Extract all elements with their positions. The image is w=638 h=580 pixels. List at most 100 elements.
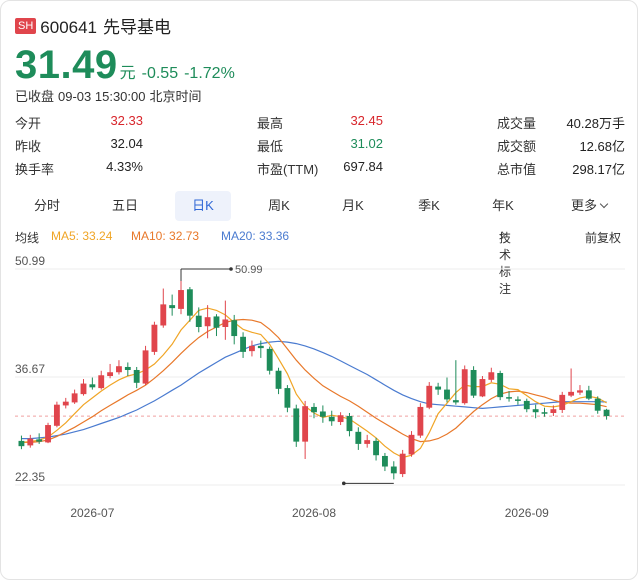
candle xyxy=(337,412,344,426)
candle-body xyxy=(470,369,477,396)
annotation-icon: ⟡ xyxy=(499,229,507,241)
candle-body xyxy=(577,390,583,393)
candle-body xyxy=(355,431,362,444)
candle xyxy=(461,365,468,405)
candle xyxy=(302,400,309,459)
candle xyxy=(80,379,87,396)
period-tabs: 分时 五日 日K 周K 月K 季K 年K 更多 xyxy=(15,191,627,221)
stat-value: 32.33 xyxy=(110,113,143,128)
candle xyxy=(408,431,415,457)
candle xyxy=(284,385,291,413)
stat-label: 今开 xyxy=(15,116,42,131)
candle-body xyxy=(364,440,371,444)
candle-body xyxy=(408,434,415,455)
stat-label: 总市值 xyxy=(497,162,537,177)
candle-body xyxy=(523,400,530,410)
tab-intraday[interactable]: 分时 xyxy=(33,198,60,213)
candle xyxy=(444,377,450,403)
ma5-line xyxy=(21,307,607,459)
candle xyxy=(319,405,326,423)
candle-body xyxy=(585,390,592,399)
candle-body xyxy=(488,372,495,380)
candle-body xyxy=(204,317,211,327)
candle-body xyxy=(311,406,317,413)
tab-monthly-k[interactable]: 月K xyxy=(342,198,364,213)
stat-value: 32.04 xyxy=(110,136,143,151)
tab-more-label: 更多 xyxy=(570,198,597,213)
candle-body xyxy=(337,415,344,423)
candle-body xyxy=(514,399,521,401)
candle xyxy=(266,346,273,375)
candle xyxy=(541,407,548,417)
candle xyxy=(479,376,486,398)
candle xyxy=(364,434,371,448)
candle-body xyxy=(479,379,486,397)
candle xyxy=(169,294,176,316)
candle xyxy=(89,377,96,390)
candle-body xyxy=(417,406,424,436)
candle xyxy=(435,382,442,395)
tab-weekly-k[interactable]: 周K xyxy=(268,198,290,213)
candle xyxy=(514,396,521,405)
ma10-value: MA10: 32.73 xyxy=(131,229,200,243)
ma-label: 均线 xyxy=(15,231,40,245)
candle xyxy=(452,360,459,405)
candle-body xyxy=(426,385,433,408)
candle xyxy=(107,363,114,379)
candle xyxy=(488,367,495,383)
candle xyxy=(195,307,202,333)
y-axis-tick-label: 22.35 xyxy=(15,470,45,484)
stat-value: 12.68亿 xyxy=(579,139,625,154)
candle-body xyxy=(275,370,282,389)
candle-body xyxy=(284,388,291,408)
stock-title: SH 600641 先导基电 xyxy=(15,13,177,38)
candle-body xyxy=(142,350,149,384)
x-axis-tick-label: 2026-09 xyxy=(505,506,549,520)
stats-row: 昨收 32.04 最低 31.02 成交额 12.68亿 xyxy=(15,136,627,159)
y-axis-tick-label: 36.67 xyxy=(15,362,45,376)
candle-body xyxy=(444,389,450,400)
candle-body xyxy=(506,397,512,399)
candle-body xyxy=(107,372,114,377)
forward-adjust-toggle[interactable]: 前复权 xyxy=(585,231,622,245)
candle-body xyxy=(550,409,557,413)
candle-body xyxy=(399,453,406,475)
candle-body xyxy=(497,373,504,398)
candle-body xyxy=(45,425,51,443)
candle xyxy=(98,370,105,390)
candle-body xyxy=(568,391,575,396)
candle xyxy=(470,366,477,398)
candle-body xyxy=(373,440,379,456)
candle xyxy=(133,366,140,389)
candle-body xyxy=(160,304,167,326)
candle xyxy=(124,362,131,377)
candle xyxy=(36,433,43,444)
candle-body xyxy=(151,324,158,352)
candle-body xyxy=(559,394,566,410)
candle-body xyxy=(257,345,264,349)
tab-more[interactable]: 更多 xyxy=(559,191,619,221)
tab-yearly-k[interactable]: 年K xyxy=(492,198,514,213)
candle-body xyxy=(80,383,87,395)
status-datetime: 09-03 15:30:00 xyxy=(58,89,146,104)
candle-body xyxy=(222,319,229,327)
status-timezone: 北京时间 xyxy=(149,89,202,104)
stat-value: 31.02 xyxy=(350,136,383,151)
tab-daily-k[interactable]: 日K xyxy=(175,191,231,221)
candle-body xyxy=(346,415,353,432)
candle xyxy=(532,404,539,419)
kline-chart[interactable]: 50.99 36.67 22.35 2026-07 2026-08 2026-09 50.9… xyxy=(1,251,638,526)
candle xyxy=(231,314,238,345)
candle xyxy=(594,396,601,414)
stat-label: 市盈(TTM) xyxy=(257,162,319,177)
candle xyxy=(399,449,406,478)
stat-label: 昨收 xyxy=(15,139,42,154)
tab-five-day[interactable]: 五日 xyxy=(111,198,138,213)
candle xyxy=(381,452,388,472)
chevron-down-icon xyxy=(599,199,609,209)
tab-quarterly-k[interactable]: 季K xyxy=(418,198,440,213)
candle xyxy=(62,397,69,409)
candle-body xyxy=(116,366,122,373)
stat-label: 最高 xyxy=(257,116,284,131)
candle xyxy=(390,461,397,480)
